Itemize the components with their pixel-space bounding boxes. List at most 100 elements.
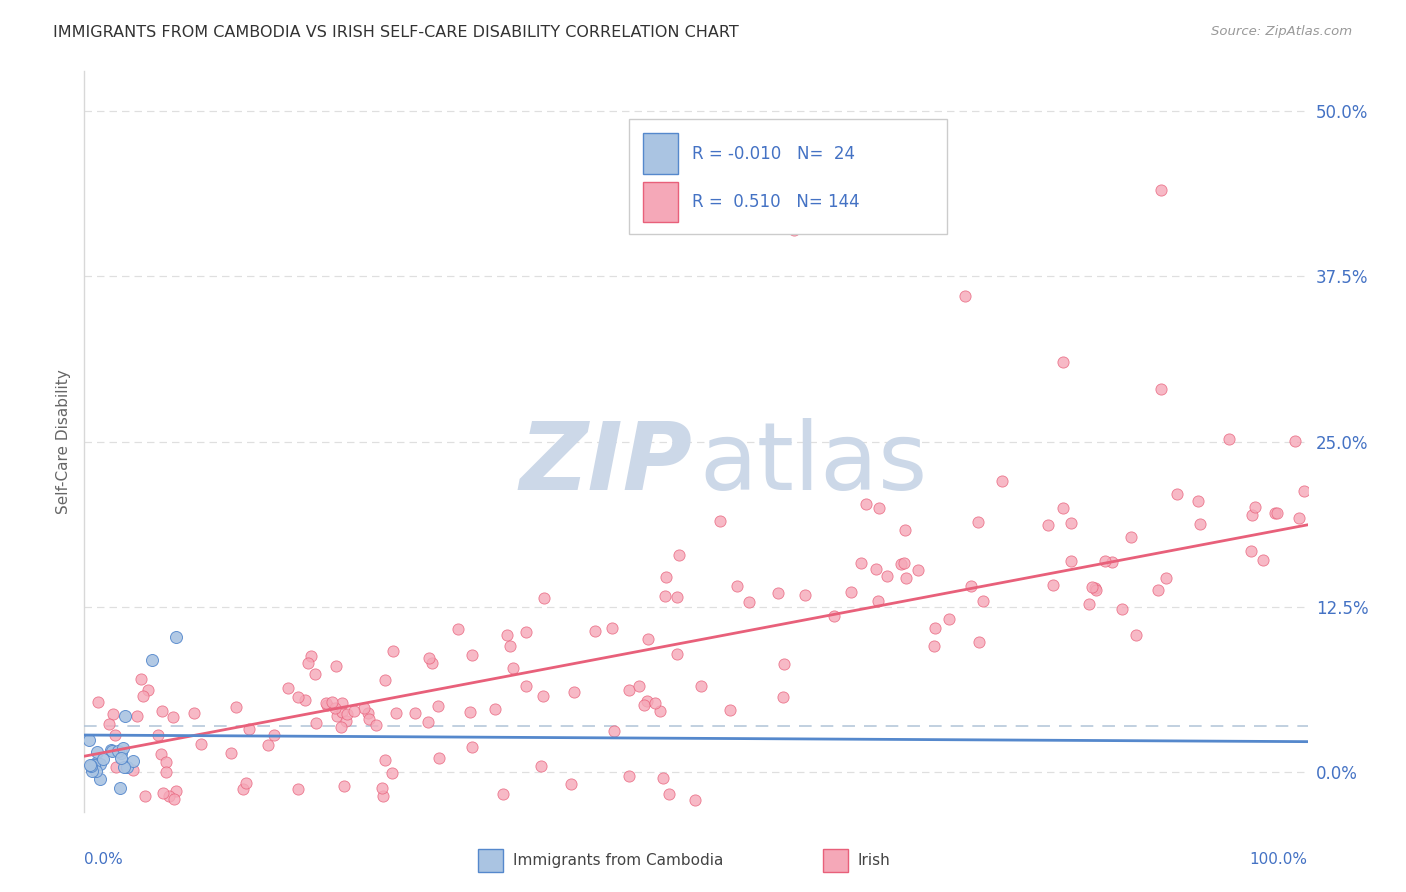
Point: [157, 789, 180, 804]
Point: [299, 648, 322, 663]
Point: [333, 779, 356, 793]
Point: [1146, 583, 1168, 598]
Point: [665, 647, 688, 661]
Point: [87, 695, 110, 709]
Text: 100.0%: 100.0%: [1250, 853, 1308, 867]
Point: [1188, 516, 1211, 531]
Point: [1084, 582, 1107, 597]
Point: [515, 625, 537, 640]
Point: [666, 590, 689, 604]
Point: [325, 659, 347, 673]
Point: [924, 639, 946, 653]
Point: [91, 751, 114, 765]
Point: [1060, 554, 1083, 568]
Point: [772, 690, 794, 704]
Point: [131, 690, 153, 704]
Point: [125, 709, 148, 723]
FancyBboxPatch shape: [644, 133, 678, 174]
Point: [793, 589, 815, 603]
Point: [357, 706, 380, 720]
Point: [1244, 500, 1267, 514]
Point: [315, 696, 337, 710]
Point: [515, 679, 537, 693]
Point: [115, 760, 138, 774]
Point: [418, 651, 440, 665]
Point: [458, 705, 481, 719]
Point: [183, 706, 205, 721]
Text: R = -0.010   N=  24: R = -0.010 N= 24: [692, 145, 855, 162]
Point: [1284, 434, 1306, 449]
Point: [783, 223, 806, 237]
Point: [893, 556, 915, 570]
Point: [384, 706, 406, 720]
Point: [101, 707, 124, 722]
Point: [499, 640, 522, 654]
Point: [839, 585, 862, 599]
Point: [972, 593, 994, 607]
Text: R =  0.510   N= 144: R = 0.510 N= 144: [692, 194, 860, 211]
Point: [420, 656, 443, 670]
Point: [332, 696, 354, 710]
Point: [150, 704, 173, 718]
Point: [382, 644, 405, 658]
Point: [427, 751, 450, 765]
Point: [617, 768, 640, 782]
Point: [628, 679, 651, 693]
Point: [1052, 355, 1074, 369]
Point: [287, 782, 309, 797]
Point: [232, 782, 254, 797]
Point: [100, 743, 122, 757]
Point: [533, 591, 555, 605]
Point: [1094, 553, 1116, 567]
Point: [371, 789, 394, 804]
Point: [316, 698, 339, 712]
Point: [107, 744, 129, 758]
Point: [531, 689, 554, 703]
Point: [772, 657, 794, 671]
Point: [225, 699, 247, 714]
Point: [366, 717, 388, 731]
Point: [162, 710, 184, 724]
Point: [353, 701, 375, 715]
Point: [326, 708, 349, 723]
Point: [1101, 555, 1123, 569]
Point: [1241, 508, 1264, 522]
Point: [447, 622, 470, 636]
Point: [374, 673, 396, 688]
Point: [890, 558, 912, 572]
Point: [652, 771, 675, 785]
Point: [1187, 494, 1209, 508]
Point: [162, 792, 184, 806]
Text: 0.0%: 0.0%: [84, 853, 124, 867]
Point: [967, 635, 990, 649]
Point: [866, 593, 889, 607]
FancyBboxPatch shape: [628, 120, 946, 235]
Point: [83, 758, 105, 772]
Point: [496, 628, 519, 642]
Text: Immigrants from Cambodia: Immigrants from Cambodia: [513, 854, 724, 868]
Point: [418, 715, 440, 730]
Point: [152, 786, 174, 800]
Point: [321, 695, 343, 709]
Point: [84, 764, 107, 779]
Point: [560, 777, 582, 791]
Point: [146, 728, 169, 742]
Point: [304, 666, 326, 681]
Point: [1119, 530, 1142, 544]
Point: [1264, 506, 1286, 520]
Point: [263, 728, 285, 742]
Point: [1150, 382, 1173, 396]
Text: atlas: atlas: [700, 417, 928, 509]
Point: [110, 751, 132, 765]
Point: [426, 699, 449, 714]
Point: [960, 579, 983, 593]
Point: [381, 765, 404, 780]
Point: [823, 609, 845, 624]
Point: [636, 693, 658, 707]
Point: [343, 704, 366, 718]
Point: [658, 787, 681, 801]
Point: [110, 746, 132, 760]
Point: [165, 630, 187, 644]
Point: [654, 590, 676, 604]
Point: [141, 653, 163, 667]
